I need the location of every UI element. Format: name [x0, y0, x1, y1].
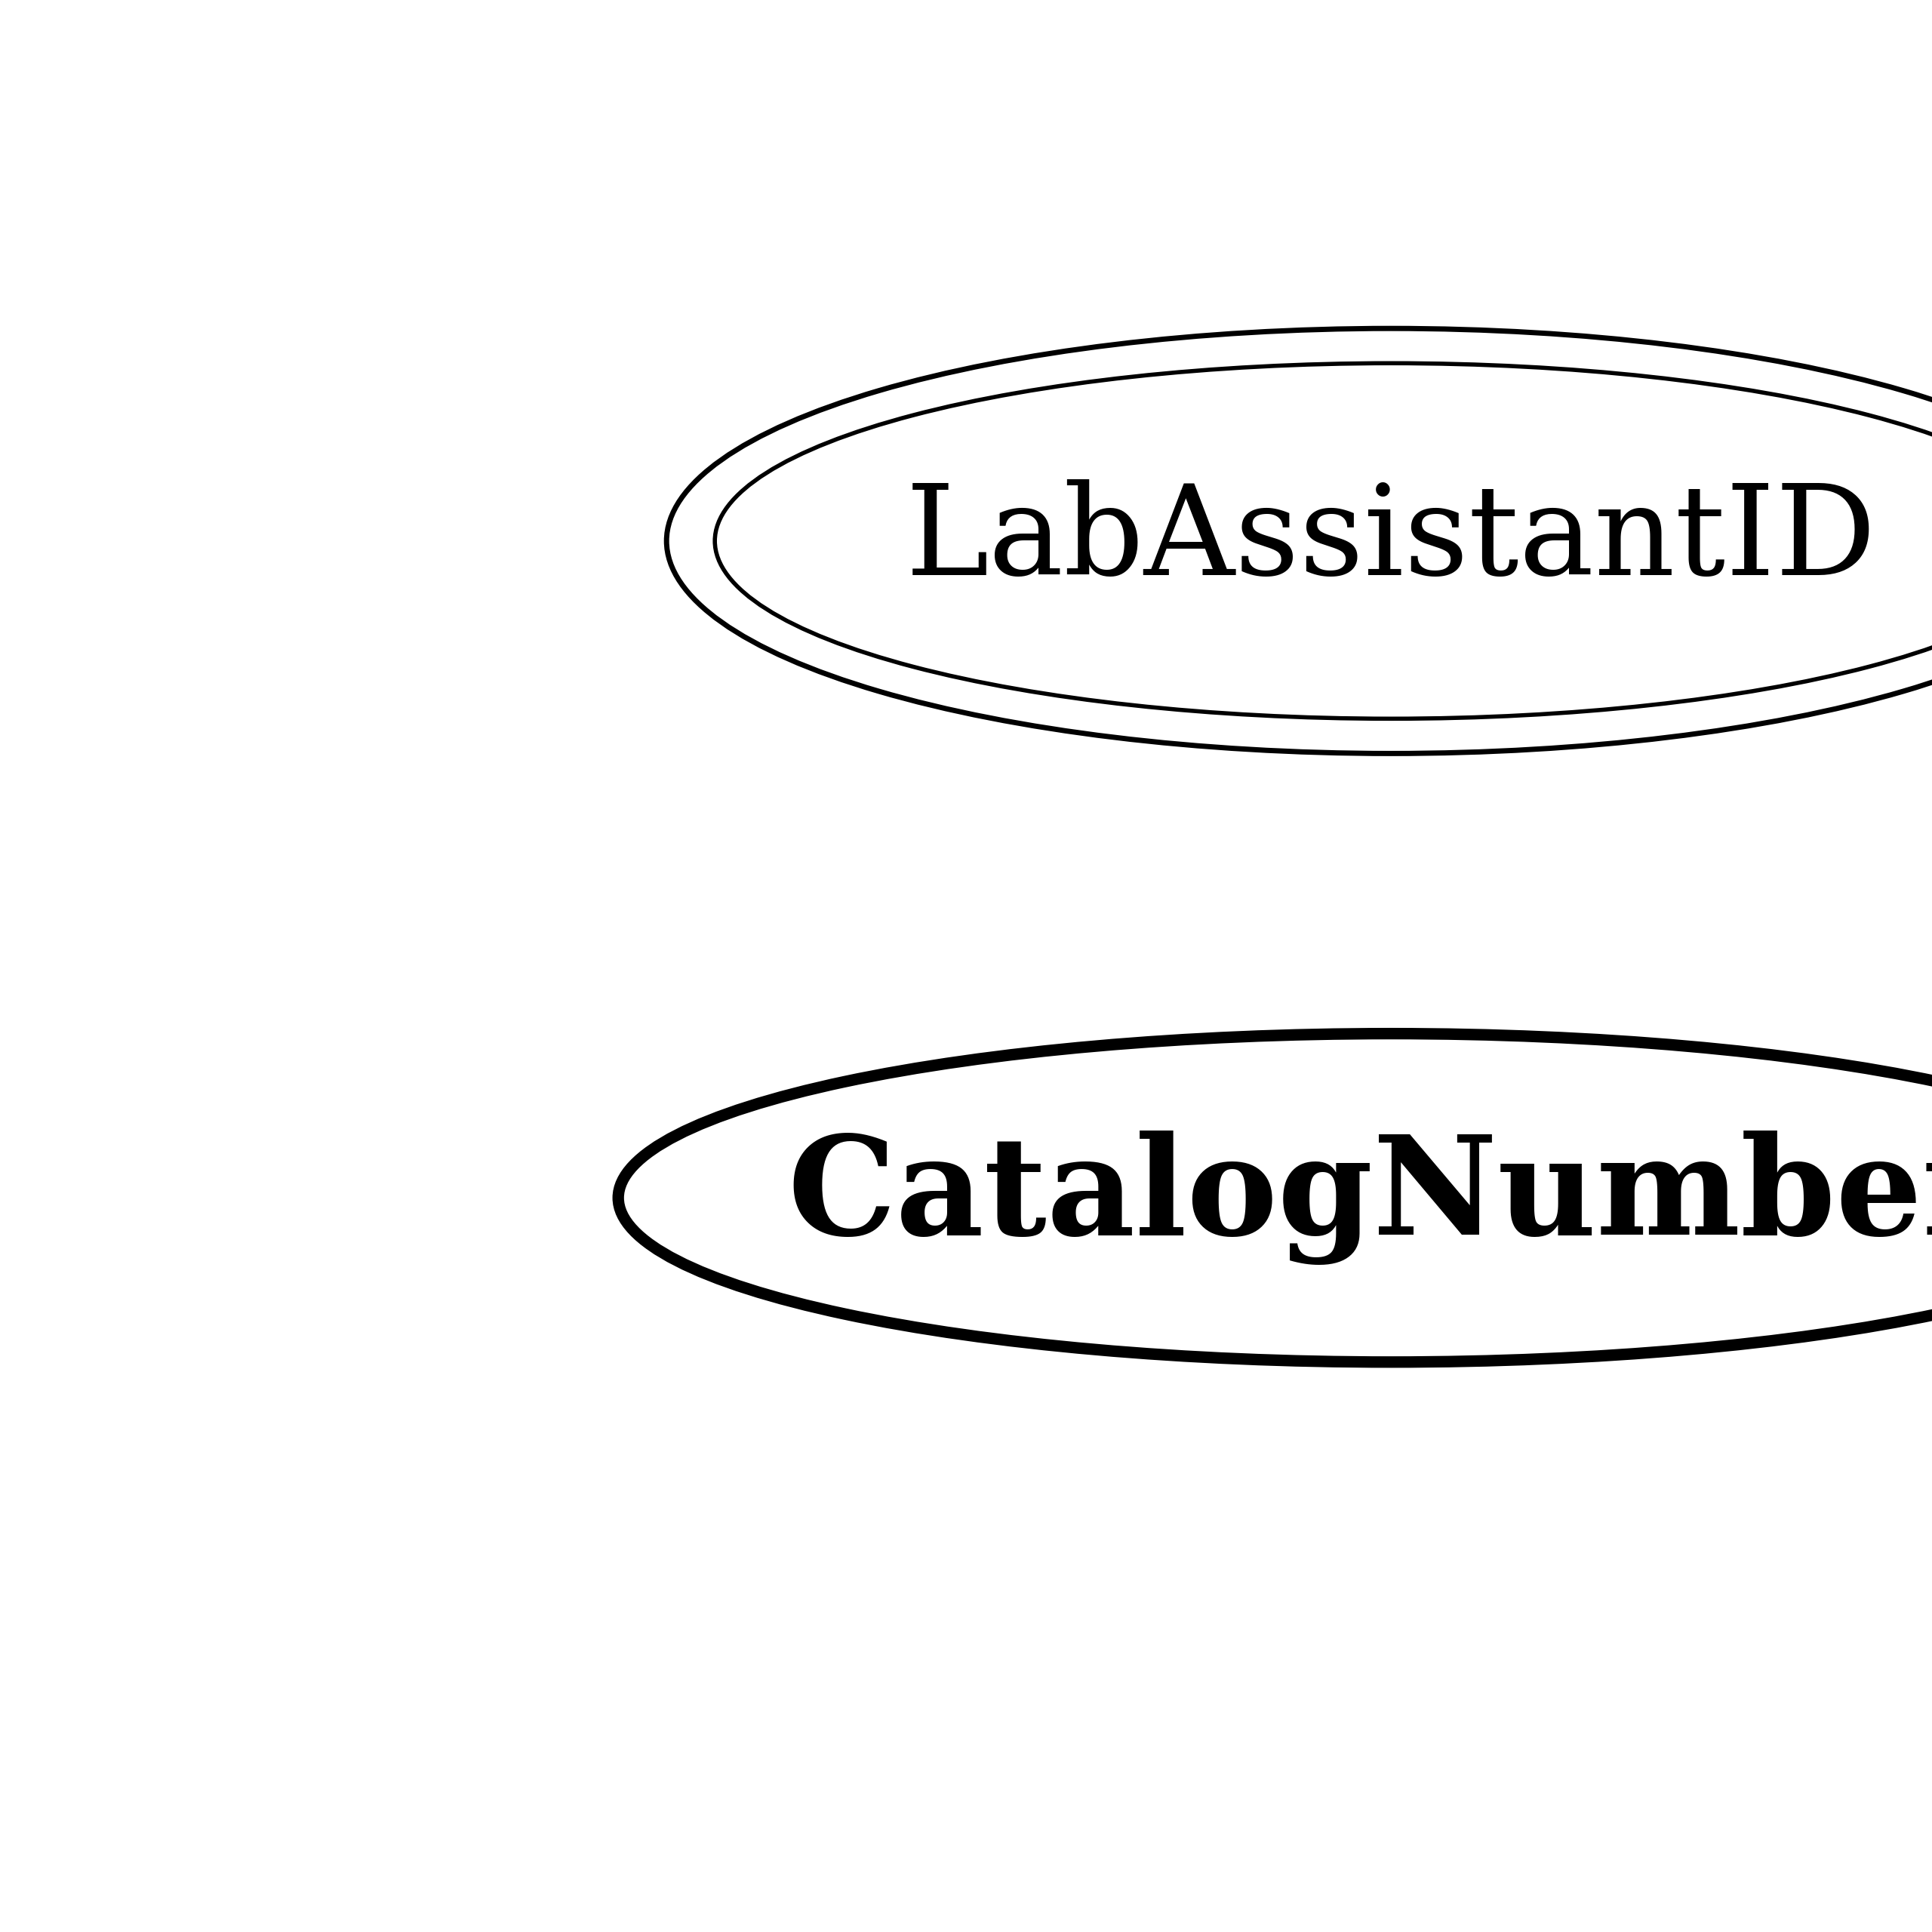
Text: LabAssistantID: LabAssistantID — [906, 481, 1876, 601]
Ellipse shape — [715, 363, 1932, 719]
Text: CatalogNumber: CatalogNumber — [788, 1130, 1932, 1265]
Ellipse shape — [618, 1034, 1932, 1362]
